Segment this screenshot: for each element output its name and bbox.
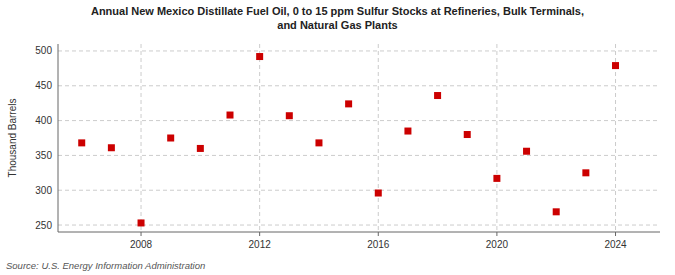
y-axis-line [58,44,59,232]
x-grid-line [496,44,497,232]
y-tick-label: 300 [35,185,52,196]
point [138,219,145,226]
points [78,53,619,226]
point [582,169,589,176]
title: Annual New Mexico Distillate Fuel Oil, 0… [91,5,584,31]
y-axis-label: Thousand Barrels [7,99,18,178]
title-line: Annual New Mexico Distillate Fuel Oil, 0… [91,5,584,17]
x-grid-line [378,44,379,232]
point [286,112,293,119]
y-grid-line [58,50,660,51]
x-grid-line [141,44,142,232]
point [108,144,115,151]
x-tick-label: 2012 [249,239,272,250]
title-line: and Natural Gas Plants [277,19,397,31]
point [612,62,619,69]
y-grid-line [58,120,660,121]
y-tick-label: 400 [35,115,52,126]
y-tick-label: 250 [35,220,52,231]
point [523,148,530,155]
x-grid-line [615,44,616,232]
x-tick-mark [259,232,260,236]
x-tick-mark [378,232,379,236]
x-grid-line [259,44,260,232]
y-grid-line [58,155,660,156]
chart-container: 250 300 350 400 450 500 2008 2012 2016 2020 2024 An… [0,0,675,275]
x-tick-mark [615,232,616,236]
x-tick-label: 2008 [130,239,153,250]
grid [58,44,660,232]
point [227,112,234,119]
point [375,190,382,197]
x-tick-label: 2024 [604,239,627,250]
y-grid-line [58,85,660,86]
point [464,131,471,138]
point [493,175,500,182]
point [78,139,85,146]
x-tick-mark [496,232,497,236]
source-note: Source: U.S. Energy Information Administ… [6,260,205,271]
x-tick-label: 2016 [367,239,390,250]
point [197,145,204,152]
point [345,100,352,107]
y-grid-line [58,225,660,226]
x-tick-label: 2020 [486,239,509,250]
y-tick-label: 350 [35,150,52,161]
point [404,128,411,135]
point [434,92,441,99]
point [167,135,174,142]
y-grid-line [58,190,660,191]
y-tick-label: 500 [35,45,52,56]
point [256,53,263,60]
y-tick-label: 450 [35,80,52,91]
point [553,208,560,215]
point [315,139,322,146]
x-axis-line [58,232,660,233]
x-tick-mark [141,232,142,236]
chart-svg: 250 300 350 400 450 500 2008 2012 2016 2020 2024 An… [0,0,675,275]
